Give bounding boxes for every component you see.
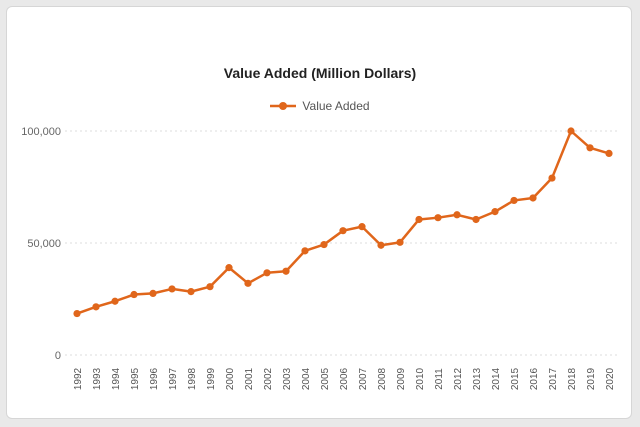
x-tick-label: 2015 <box>510 367 521 390</box>
data-point <box>263 269 271 277</box>
x-tick-label: 2014 <box>491 367 502 390</box>
series-line <box>76 129 610 315</box>
data-point <box>510 196 518 205</box>
data-point <box>320 240 328 249</box>
data-point <box>396 238 404 246</box>
data-point <box>415 215 423 224</box>
data-point <box>225 264 233 272</box>
x-tick-label: 2001 <box>244 367 255 390</box>
data-point <box>358 223 366 231</box>
x-tick-label: 2003 <box>282 367 293 390</box>
line-chart: 0 50,000 100,000 1992 1993 1994 1995 1996 1997 19… <box>21 126 619 390</box>
x-tick-label: 1995 <box>130 367 141 390</box>
data-point <box>529 194 537 202</box>
x-tick-label: 2018 <box>567 367 578 390</box>
x-tick-label: 2016 <box>529 367 540 390</box>
chart-container: Value Added (Million Dollars) Value Adde… <box>6 6 632 419</box>
x-tick-label: 1996 <box>149 367 160 390</box>
data-point <box>377 241 385 249</box>
legend[interactable]: Value Added <box>7 99 631 113</box>
legend-marker <box>270 102 297 110</box>
data-point <box>244 279 252 287</box>
x-tick-label: 1998 <box>187 367 198 390</box>
x-tick-label: 2008 <box>377 367 388 390</box>
data-point <box>548 174 556 182</box>
data-point <box>149 289 157 297</box>
data-point <box>491 208 499 216</box>
y-tick-label: 100,000 <box>21 126 61 138</box>
data-point <box>168 285 176 293</box>
data-point <box>567 127 575 135</box>
data-point <box>187 288 195 296</box>
x-tick-label: 1997 <box>168 367 179 390</box>
legend-label: Value Added <box>302 99 370 113</box>
x-tick-label: 2013 <box>472 367 483 390</box>
data-point <box>206 283 214 291</box>
x-tick-label: 2007 <box>358 367 369 390</box>
data-point <box>92 303 100 311</box>
x-tick-label: 2000 <box>225 367 236 390</box>
x-tick-label: 2011 <box>434 368 445 390</box>
data-point <box>605 149 613 157</box>
x-tick-label: 2006 <box>339 367 350 390</box>
data-point <box>301 247 309 255</box>
x-tick-label: 2012 <box>453 367 464 390</box>
data-point <box>111 297 119 305</box>
x-tick-label: 2002 <box>263 367 274 390</box>
data-point <box>130 290 138 299</box>
x-tick-label: 1993 <box>92 367 103 390</box>
data-point <box>282 267 290 275</box>
y-tick-label: 0 <box>55 350 61 362</box>
data-point <box>453 211 461 219</box>
data-point <box>73 309 81 318</box>
data-point <box>472 215 480 224</box>
data-point <box>434 214 442 222</box>
x-tick-label: 1994 <box>111 367 122 390</box>
data-point <box>339 227 347 235</box>
x-tick-label: 1999 <box>206 367 217 390</box>
x-tick-label: 2004 <box>301 367 312 390</box>
chart-title: Value Added (Million Dollars) <box>223 65 417 81</box>
x-tick-label: 2017 <box>548 367 559 390</box>
x-tick-label: 2010 <box>415 367 426 390</box>
x-tick-label: 1992 <box>73 367 84 390</box>
x-tick-label: 2019 <box>586 367 597 390</box>
y-tick-label: 50,000 <box>27 238 61 250</box>
x-tick-label: 2020 <box>605 367 616 390</box>
x-tick-label: 2005 <box>320 367 331 390</box>
data-point <box>586 144 594 152</box>
x-tick-label: 2009 <box>396 367 407 390</box>
